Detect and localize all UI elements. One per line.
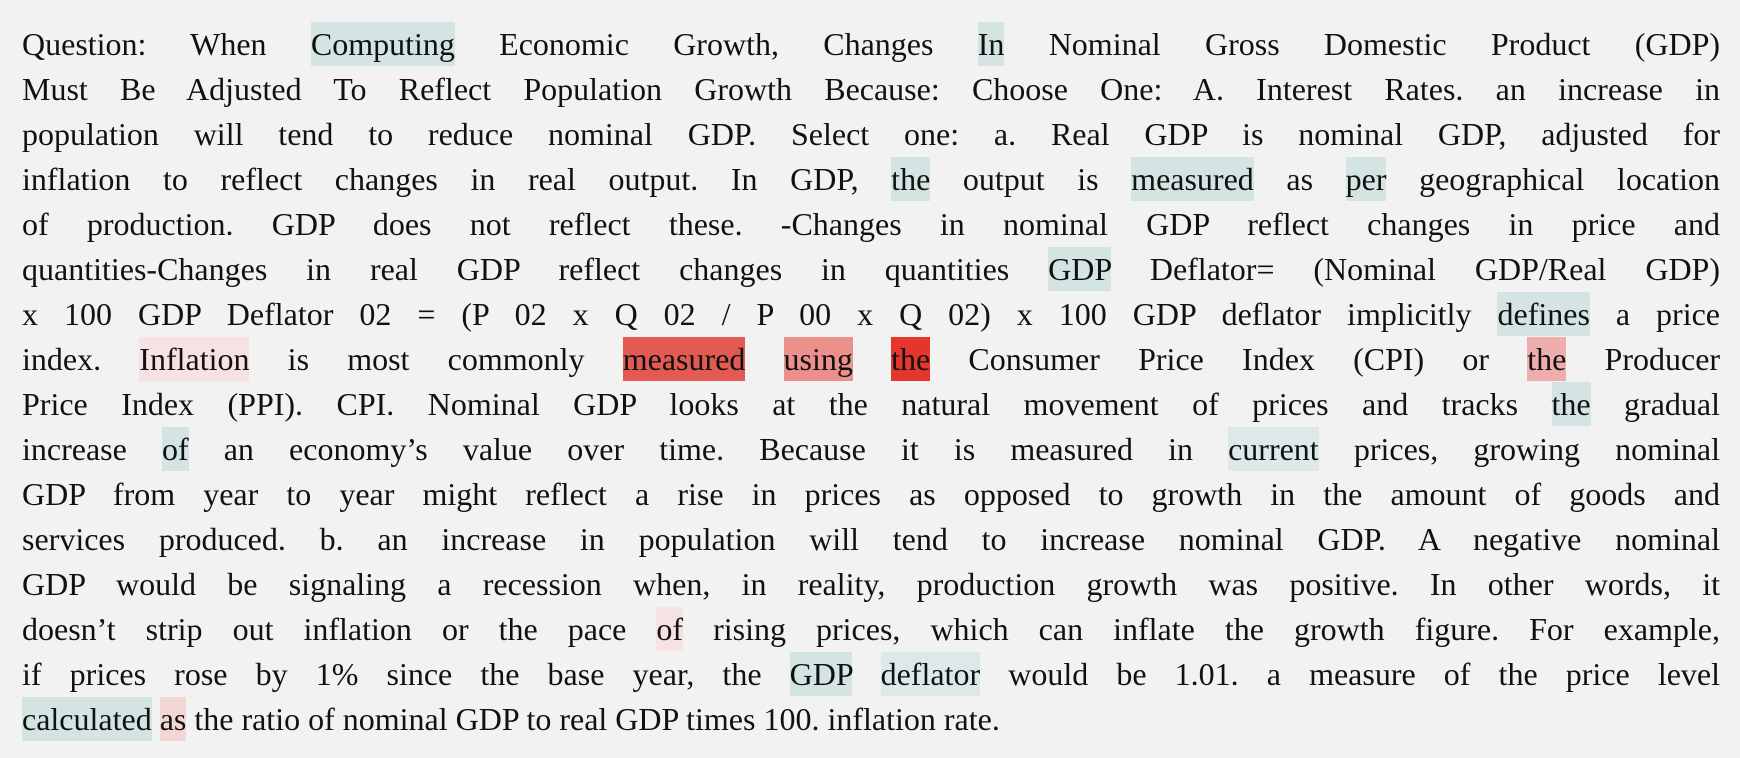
text-run: Producer [1566, 341, 1721, 377]
text-run: Nominal Gross Domestic Product (GDP) [1004, 26, 1721, 62]
text-run: is most commonly [249, 341, 623, 377]
highlighted-token: GDP [789, 652, 853, 696]
text-line: calculated as the ratio of nominal GDP t… [22, 697, 1720, 742]
highlighted-token: GDP [1048, 247, 1111, 291]
text-run: x 100 GDP Deflator 02 = (P 02 x Q 02 / P… [22, 296, 1498, 332]
text-run: increase [22, 431, 162, 467]
text-line: x 100 GDP Deflator 02 = (P 02 x Q 02 / P… [22, 292, 1720, 337]
highlighted-token: of [656, 607, 684, 651]
text-line: services produced. b. an increase in pop… [22, 517, 1720, 562]
text-run: a price [1589, 296, 1721, 332]
text-run: Must Be Adjusted To Reflect Population G… [22, 71, 1720, 107]
highlighted-token: the [891, 157, 931, 201]
highlighted-token: current [1228, 427, 1319, 471]
text-run: population will tend to reduce nominal G… [22, 116, 1720, 152]
highlighted-token: per [1345, 157, 1387, 201]
text-run: of production. GDP does not reflect thes… [22, 206, 1720, 242]
text-run: as [1253, 161, 1346, 197]
highlighted-token: measured [1131, 157, 1254, 201]
text-line: increase of an economy’s value over time… [22, 427, 1720, 472]
text-run [745, 337, 783, 381]
text-run: Economic Growth, Changes [454, 26, 978, 62]
text-line: quantities-Changes in real GDP reflect c… [22, 247, 1720, 292]
text-line: inflation to reflect changes in real out… [22, 157, 1720, 202]
text-run: index. [22, 341, 140, 377]
text-run [152, 697, 160, 741]
text-run: rising prices, which can inflate the gro… [683, 611, 1721, 647]
text-line: GDP from year to year might reflect a ri… [22, 472, 1720, 517]
highlighted-token: of [161, 427, 189, 471]
text-line: GDP would be signaling a recession when,… [22, 562, 1720, 607]
text-run: services produced. b. an increase in pop… [22, 521, 1720, 557]
text-run: Deflator= (Nominal GDP/Real GDP) [1110, 251, 1721, 287]
text-line: of production. GDP does not reflect thes… [22, 202, 1720, 247]
text-run: Question: When [22, 26, 311, 62]
text-run: GDP would be signaling a recession when,… [22, 566, 1720, 602]
highlighted-token: deflator [880, 652, 981, 696]
text-run: quantities-Changes in real GDP reflect c… [22, 251, 1049, 287]
highlighted-token: measured [622, 337, 746, 381]
highlighted-token: the [891, 337, 931, 381]
text-run: would be 1.01. a measure of the price le… [980, 656, 1721, 692]
text-run [852, 652, 880, 696]
text-line: index. Inflation is most commonly measur… [22, 337, 1720, 382]
text-run: doesn’t strip out inflation or the pace [22, 611, 657, 647]
text-run: GDP from year to year might reflect a ri… [22, 476, 1720, 512]
highlighted-token: as [159, 697, 187, 741]
highlighted-text: Question: When Computing Economic Growth… [22, 22, 1720, 742]
highlighted-token: the [1551, 382, 1591, 426]
text-line: population will tend to reduce nominal G… [22, 112, 1720, 157]
highlighted-token: defines [1497, 292, 1590, 336]
highlighted-token: using [783, 337, 853, 381]
text-line: if prices rose by 1% since the base year… [22, 652, 1720, 697]
text-run [853, 337, 891, 381]
highlighted-token: In [977, 22, 1005, 66]
highlighted-token: Inflation [139, 337, 250, 381]
text-run: gradual [1590, 386, 1721, 422]
text-line: Price Index (PPI). CPI. Nominal GDP look… [22, 382, 1720, 427]
highlighted-token: the [1527, 337, 1567, 381]
text-line: Question: When Computing Economic Growth… [22, 22, 1720, 67]
text-line: Must Be Adjusted To Reflect Population G… [22, 67, 1720, 112]
text-run: Price Index (PPI). CPI. Nominal GDP look… [22, 386, 1552, 422]
text-run: Consumer Price Index (CPI) or [930, 341, 1528, 377]
text-run: geographical location [1386, 161, 1720, 197]
text-run: output is [930, 161, 1132, 197]
text-run: prices, growing nominal [1318, 431, 1720, 467]
text-run: the ratio of nominal GDP to real GDP tim… [186, 701, 1000, 737]
text-run: inflation to reflect changes in real out… [22, 161, 892, 197]
text-run: an economy’s value over time. Because it… [188, 431, 1229, 467]
text-line: doesn’t strip out inflation or the pace … [22, 607, 1720, 652]
highlighted-token: Computing [310, 22, 455, 66]
text-run: if prices rose by 1% since the base year… [22, 656, 790, 692]
highlighted-token: calculated [22, 697, 152, 741]
